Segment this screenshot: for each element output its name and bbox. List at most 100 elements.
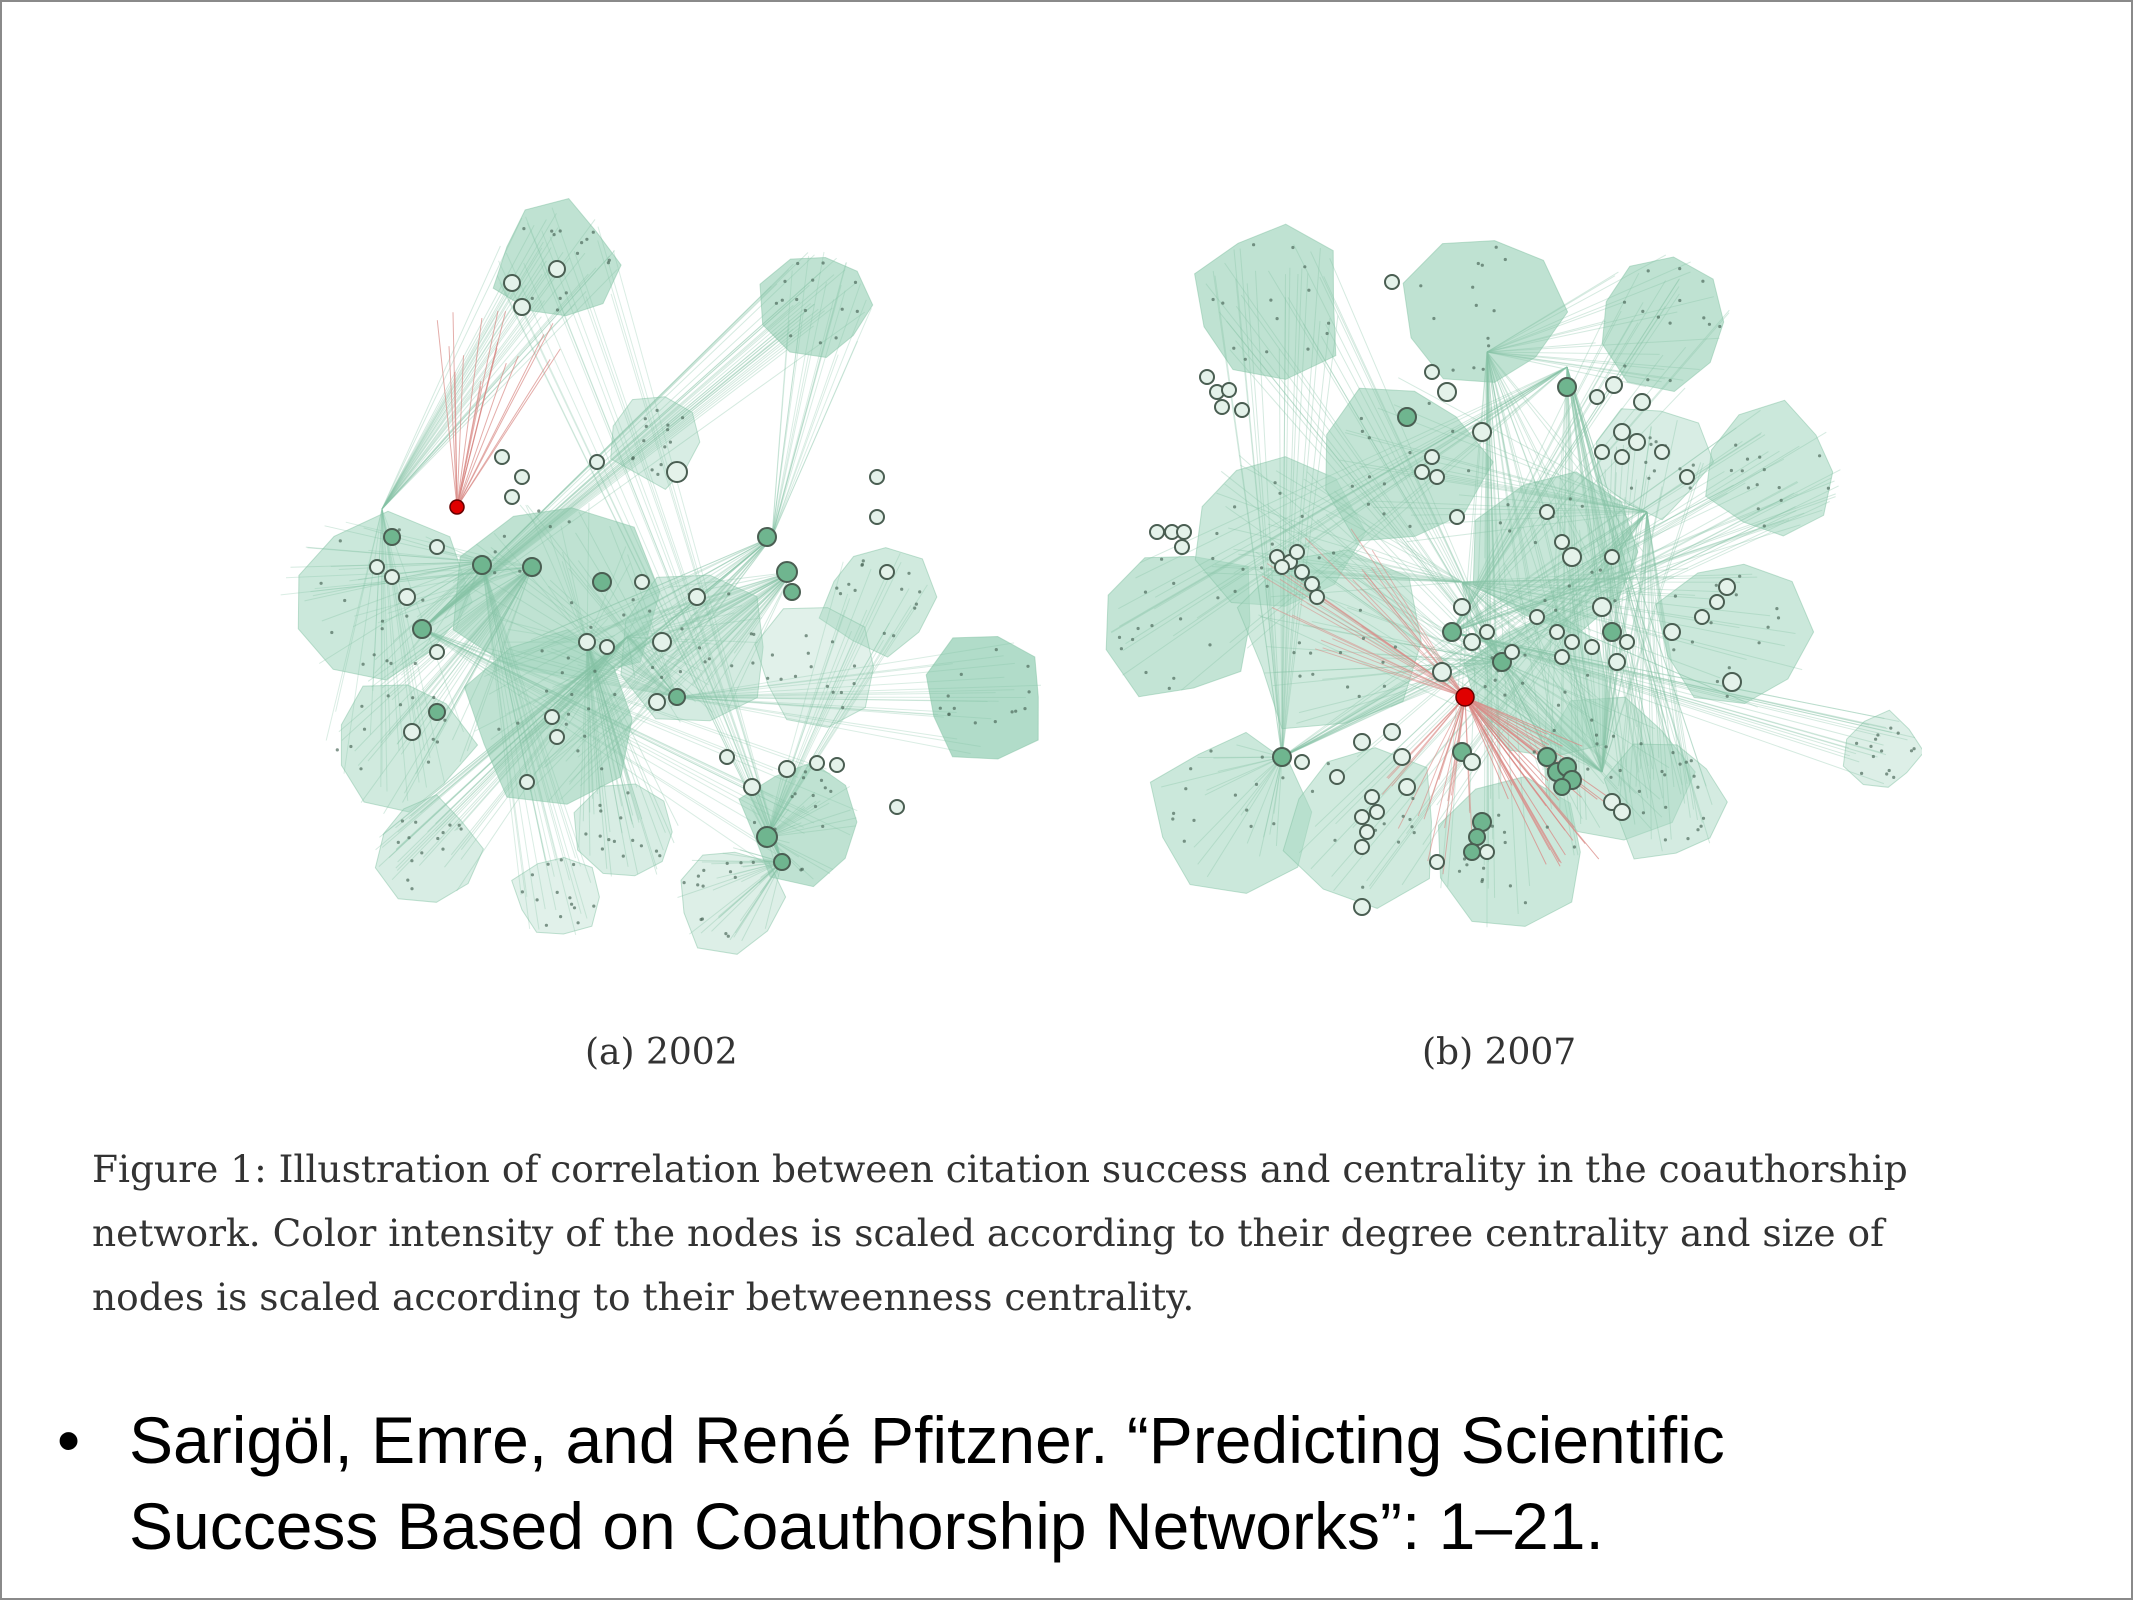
- author-node: [1608, 653, 1626, 671]
- author-dot: [907, 571, 911, 575]
- author-dot: [1027, 690, 1031, 694]
- author-dot: [1472, 366, 1476, 370]
- caption-line: nodes is scaled according to their betwe…: [92, 1275, 1195, 1319]
- author-dot: [1249, 824, 1253, 829]
- author-dot: [1678, 762, 1682, 766]
- author-node: [1384, 274, 1400, 290]
- author-dot: [678, 670, 682, 674]
- highlight-edge: [1464, 696, 1566, 856]
- author-node: [1294, 564, 1310, 580]
- highlight-edge: [456, 359, 551, 508]
- coauthor-edge: [466, 585, 678, 698]
- author-dot: [380, 619, 385, 623]
- author-node: [1562, 547, 1582, 567]
- author-dot: [443, 718, 447, 722]
- author-dot: [1869, 744, 1873, 749]
- coauthor-edge: [1486, 351, 1591, 557]
- coauthor-edge: [421, 332, 777, 630]
- coauthor-edge: [1501, 661, 1637, 794]
- coauthor-edge: [1451, 631, 1878, 758]
- author-dot: [1359, 416, 1363, 421]
- coauthor-edge: [1264, 661, 1503, 674]
- coauthor-edge: [1618, 511, 1648, 787]
- coauthor-edge: [1451, 631, 1870, 726]
- coauthor-edge: [586, 641, 638, 788]
- author-node: [1354, 809, 1370, 825]
- author-node: [1554, 649, 1570, 665]
- coauthor-edge: [1203, 572, 1463, 583]
- author-node: [1479, 624, 1495, 640]
- coauthor-edge: [1486, 296, 1714, 353]
- coauthor-edge: [579, 571, 793, 743]
- coauthor-edge: [1275, 470, 1463, 583]
- coauthor-edge: [1281, 445, 1800, 758]
- author-node: [1453, 598, 1471, 616]
- author-dot: [1885, 772, 1889, 776]
- coauthor-edge: [421, 349, 788, 630]
- coauthor-edge: [481, 561, 558, 859]
- coauthor-edge: [1369, 511, 1648, 890]
- author-dot: [1245, 808, 1249, 812]
- author-dot: [612, 839, 616, 844]
- coauthor-edge: [733, 571, 793, 654]
- coauthor-edge: [672, 571, 793, 616]
- coauthor-edge: [771, 255, 810, 538]
- author-dot: [1580, 504, 1584, 508]
- coauthor-edge: [1281, 482, 1746, 758]
- author-node: [778, 760, 796, 778]
- author-dot: [1412, 831, 1416, 835]
- author-dot: [1696, 828, 1700, 832]
- coauthor-edge: [481, 561, 582, 914]
- author-dot: [1692, 774, 1696, 778]
- coauthor-edge: [1233, 249, 1283, 758]
- author-node: [652, 632, 672, 652]
- coauthor-edge: [371, 566, 533, 688]
- coauthor-edge: [1486, 342, 1596, 353]
- coauthor-edge: [1153, 366, 1568, 610]
- coauthor-edge: [562, 536, 773, 696]
- coauthor-edge: [1461, 581, 1550, 683]
- author-dot: [659, 463, 663, 467]
- coauthor-edge: [499, 618, 588, 643]
- author-dot: [407, 836, 411, 840]
- author-node: [589, 454, 605, 470]
- coauthor-edge: [1329, 258, 1503, 663]
- coauthor-edge: [343, 508, 383, 774]
- coauthor-edge: [1646, 511, 1660, 758]
- coauthor-edge: [421, 628, 763, 796]
- coauthor-edge: [400, 566, 533, 676]
- coauthor-edge: [1281, 451, 1769, 758]
- coauthor-edge: [1486, 320, 1607, 353]
- author-dot: [1291, 245, 1295, 250]
- author-node: [666, 461, 688, 483]
- author-node: [829, 757, 845, 773]
- coauthor-edge: [692, 571, 793, 686]
- coauthor-edge: [533, 536, 773, 775]
- coauthor-edge: [290, 561, 483, 568]
- author-node: [503, 274, 521, 292]
- author-dot: [1684, 760, 1688, 764]
- coauthor-edge: [1566, 366, 1649, 799]
- coauthor-edge: [1235, 278, 1283, 758]
- author-dot: [1641, 811, 1645, 815]
- author-dot: [749, 632, 753, 636]
- author-dot: [1382, 482, 1386, 486]
- author-dot: [1311, 672, 1315, 676]
- author-dot: [666, 428, 670, 432]
- coauthor-edge: [548, 536, 773, 802]
- author-dot: [1709, 621, 1713, 625]
- coauthor-edge: [406, 566, 533, 590]
- author-dot: [1855, 741, 1859, 746]
- coauthor-edge: [1486, 351, 1573, 553]
- coauthor-edge: [586, 641, 611, 833]
- coauthor-edge: [421, 325, 814, 630]
- coauthor-edge: [481, 561, 576, 859]
- coauthor-edge: [1486, 351, 1529, 501]
- author-dot: [1189, 767, 1193, 771]
- coauthor-edge: [1486, 351, 1501, 521]
- coauthor-edge: [544, 571, 793, 768]
- coauthor-edge: [381, 300, 545, 510]
- coauthor-edge: [537, 571, 793, 768]
- coauthor-edge: [1501, 661, 1661, 800]
- coauthor-edge: [1401, 511, 1648, 886]
